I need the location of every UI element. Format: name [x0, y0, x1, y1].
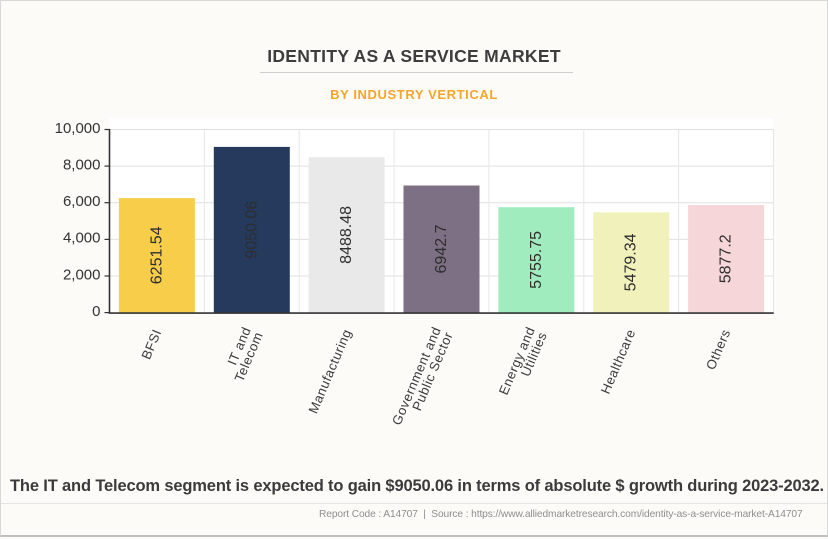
svg-text:2,000: 2,000	[63, 266, 101, 283]
svg-text:6942.7: 6942.7	[433, 224, 450, 273]
svg-text:0: 0	[92, 303, 100, 320]
svg-text:6251.54: 6251.54	[148, 226, 165, 284]
svg-text:5755.75: 5755.75	[528, 231, 545, 289]
svg-text:9050.06: 9050.06	[243, 201, 260, 259]
svg-text:4,000: 4,000	[63, 230, 101, 247]
svg-text:5479.34: 5479.34	[623, 233, 640, 291]
svg-text:5877.2: 5877.2	[718, 234, 735, 283]
svg-text:6,000: 6,000	[63, 193, 101, 210]
svg-text:8488.48: 8488.48	[338, 206, 355, 264]
svg-text:8,000: 8,000	[63, 156, 101, 173]
svg-text:10,000: 10,000	[55, 120, 101, 137]
